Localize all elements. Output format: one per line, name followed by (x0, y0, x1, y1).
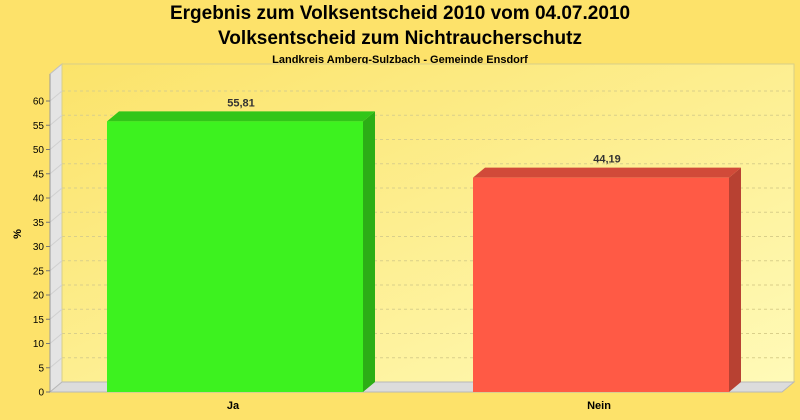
gridline-side (49, 284, 63, 296)
y-tick-label: 25 (33, 266, 45, 277)
chart-caption: Landkreis Amberg-Sulzbach - Gemeinde Ens… (272, 54, 528, 66)
y-tick-label: 20 (33, 291, 45, 302)
y-tick-label: 40 (33, 194, 45, 205)
bar-top (107, 111, 375, 122)
y-tick-label: 15 (33, 315, 45, 326)
gridline-side (49, 187, 63, 199)
gridline-side (49, 211, 63, 223)
gridline-side (49, 163, 63, 175)
gridline-side (49, 333, 63, 344)
gridline-side (49, 139, 63, 150)
y-axis: 0 5 10 15 20 25 30 35 40 45 50 55 60 (33, 74, 51, 399)
bar-top (473, 167, 741, 178)
y-tick-label: 5 (38, 363, 44, 374)
gridline-side (49, 260, 63, 272)
chart-subtitle: Volksentscheid zum Nichtraucherschutz (218, 28, 582, 49)
gridline-side (49, 357, 63, 369)
gridline-side (49, 90, 63, 102)
y-axis-label: % (12, 229, 24, 239)
gridline-side (49, 236, 63, 247)
bar-nein (473, 177, 729, 392)
x-tick-label: Ja (227, 400, 240, 412)
y-tick-label: 60 (33, 97, 45, 108)
gridline-side (49, 308, 63, 320)
bar-side (363, 111, 375, 392)
data-label: 44,19 (593, 154, 621, 166)
side-wall (49, 62, 63, 394)
x-axis: Ja Nein (227, 400, 611, 412)
y-tick-label: 45 (33, 169, 45, 180)
y-tick-label: 55 (33, 121, 45, 132)
data-label: 55,81 (227, 97, 255, 109)
y-tick-label: 50 (33, 145, 45, 156)
y-tick-label: 0 (38, 388, 44, 399)
y-tick-label: 10 (33, 339, 45, 350)
chart-title: Ergebnis zum Volksentscheid 2010 vom 04.… (169, 3, 631, 24)
y-tick-label: 35 (33, 218, 45, 229)
bar-ja (107, 121, 363, 392)
bar-side (729, 167, 741, 392)
bars: 55,81 44,19 (107, 97, 741, 392)
gridline-side (49, 114, 63, 126)
y-tick-label: 30 (33, 242, 45, 253)
x-tick-label: Nein (587, 400, 611, 412)
